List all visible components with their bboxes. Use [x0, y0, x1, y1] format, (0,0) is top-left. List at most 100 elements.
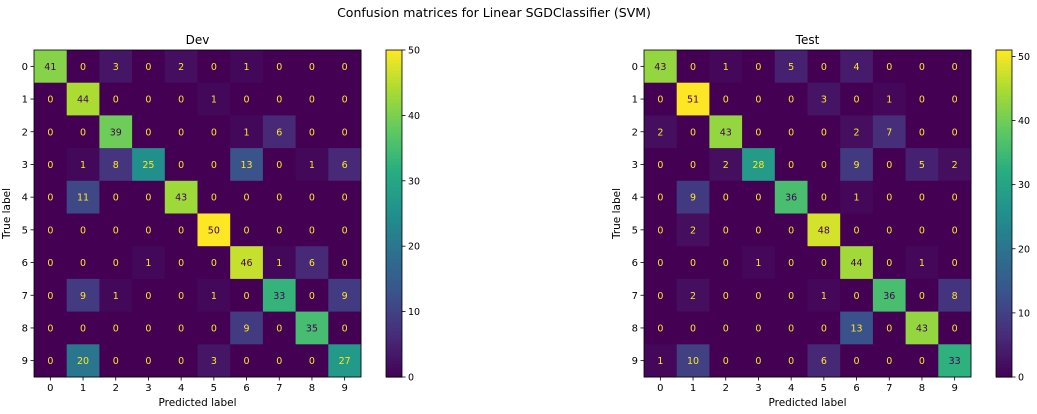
- colorbar-segment: [386, 108, 402, 113]
- colorbar-segment: [996, 213, 1012, 218]
- heatmap-cell: [905, 82, 939, 116]
- heatmap-cell: [197, 344, 231, 378]
- heatmap-cell: [99, 344, 133, 378]
- heatmap-cell: [99, 82, 133, 116]
- heatmap-cell: [905, 278, 939, 313]
- cell-value-label: 0: [788, 95, 794, 106]
- cell-value-label: 8: [113, 160, 119, 171]
- colorbar-segment: [996, 128, 1012, 133]
- colorbar-segment: [996, 291, 1012, 296]
- cell-value-label: 1: [244, 62, 250, 73]
- cell-value-label: 0: [788, 160, 794, 171]
- colorbar-segment: [996, 256, 1012, 260]
- heatmap-cell: [676, 213, 710, 247]
- heatmap-cell: [644, 82, 678, 116]
- colorbar-segment: [386, 242, 402, 247]
- colorbar-segment: [386, 305, 402, 309]
- colorbar-segment: [996, 272, 1012, 277]
- cell-value-label: 0: [723, 323, 729, 334]
- cell-value-label: 0: [145, 356, 151, 367]
- heatmap-cell: [676, 115, 710, 149]
- axes-frame: [33, 49, 362, 378]
- colorbar-segment: [996, 190, 1012, 195]
- cell-value-label: 2: [690, 225, 696, 236]
- colorbar-segment: [996, 350, 1012, 355]
- colorbar-segment: [996, 285, 1012, 290]
- cell-value-label: 5: [788, 62, 794, 73]
- colorbar-segment: [996, 184, 1012, 188]
- colorbar-segment: [996, 220, 1012, 224]
- colorbar-tick-label: 30: [408, 176, 420, 187]
- colorbar-segment: [996, 298, 1012, 303]
- colorbar-segment: [996, 151, 1012, 156]
- cell-value-label: 0: [886, 258, 892, 269]
- heatmap-cell: [295, 50, 329, 84]
- colorbar-segment: [996, 269, 1012, 273]
- cell-value-label: 0: [309, 62, 315, 73]
- colorbar-tick-label: 50: [408, 46, 420, 57]
- heatmap-cell: [295, 311, 329, 345]
- colorbar-segment: [386, 167, 402, 172]
- heatmap-cell: [905, 115, 939, 149]
- heatmap-cell: [99, 278, 133, 313]
- cell-value-label: 0: [276, 193, 282, 204]
- cell-value-label: 10: [687, 356, 699, 367]
- cell-value-label: 0: [113, 193, 119, 204]
- cell-value-label: 50: [208, 225, 220, 236]
- cell-value-label: 0: [690, 160, 696, 171]
- cell-value-label: 0: [657, 225, 663, 236]
- colorbar-segment: [386, 344, 402, 349]
- cell-value-label: 0: [788, 291, 794, 302]
- cell-value-label: 6: [276, 127, 282, 138]
- colorbar-segment: [386, 233, 402, 237]
- colorbar-segment: [386, 360, 402, 365]
- colorbar-segment: [386, 79, 402, 84]
- colorbar-segment: [996, 131, 1012, 136]
- heatmap-cell: [742, 311, 776, 345]
- colorbar-tick-label: 50: [1018, 52, 1030, 63]
- cell-value-label: 0: [755, 193, 761, 204]
- x-tick-label: 5: [211, 383, 217, 394]
- heatmap-cell: [905, 213, 939, 247]
- cell-value-label: 0: [145, 193, 151, 204]
- cell-value-label: 0: [178, 160, 184, 171]
- cell-value-label: 0: [723, 258, 729, 269]
- colorbar-segment: [996, 170, 1012, 175]
- heatmap-cell: [230, 148, 264, 182]
- cell-value-label: 0: [657, 160, 663, 171]
- cell-value-label: 0: [178, 258, 184, 269]
- cell-value-label: 0: [886, 193, 892, 204]
- y-tick-label: 1: [22, 95, 28, 106]
- heatmap-cell: [230, 180, 264, 214]
- cell-value-label: 0: [276, 160, 282, 171]
- heatmap-cell: [872, 82, 907, 116]
- heatmap-cell: [197, 246, 231, 280]
- heatmap-cell: [262, 278, 297, 313]
- heatmap-cell: [34, 213, 68, 247]
- colorbar-segment: [996, 262, 1012, 267]
- cell-value-label: 0: [211, 160, 217, 171]
- colorbar-segment: [996, 324, 1012, 329]
- cell-value-label: 0: [342, 225, 348, 236]
- colorbar-segment: [996, 138, 1012, 143]
- colorbar-segment: [386, 327, 402, 332]
- heatmap-cell: [774, 278, 808, 313]
- colorbar-segment: [996, 53, 1012, 58]
- cell-value-label: 1: [211, 291, 217, 302]
- cell-value-label: 43: [175, 193, 187, 204]
- heatmap-cell: [197, 115, 231, 149]
- cell-value-label: 0: [723, 193, 729, 204]
- heatmap-cell: [644, 278, 678, 313]
- y-tick-label: 2: [632, 127, 638, 138]
- cell-value-label: 11: [77, 193, 89, 204]
- colorbar-segment: [386, 334, 402, 339]
- cell-value-label: 0: [342, 258, 348, 269]
- heatmap-cell: [872, 50, 907, 84]
- colorbar-segment: [386, 285, 402, 290]
- cell-value-label: 48: [818, 225, 830, 236]
- colorbar-segment: [996, 370, 1012, 375]
- heatmap-cell: [230, 50, 264, 84]
- cell-value-label: 13: [851, 323, 863, 334]
- cell-value-label: 27: [339, 356, 351, 367]
- cell-value-label: 0: [723, 95, 729, 106]
